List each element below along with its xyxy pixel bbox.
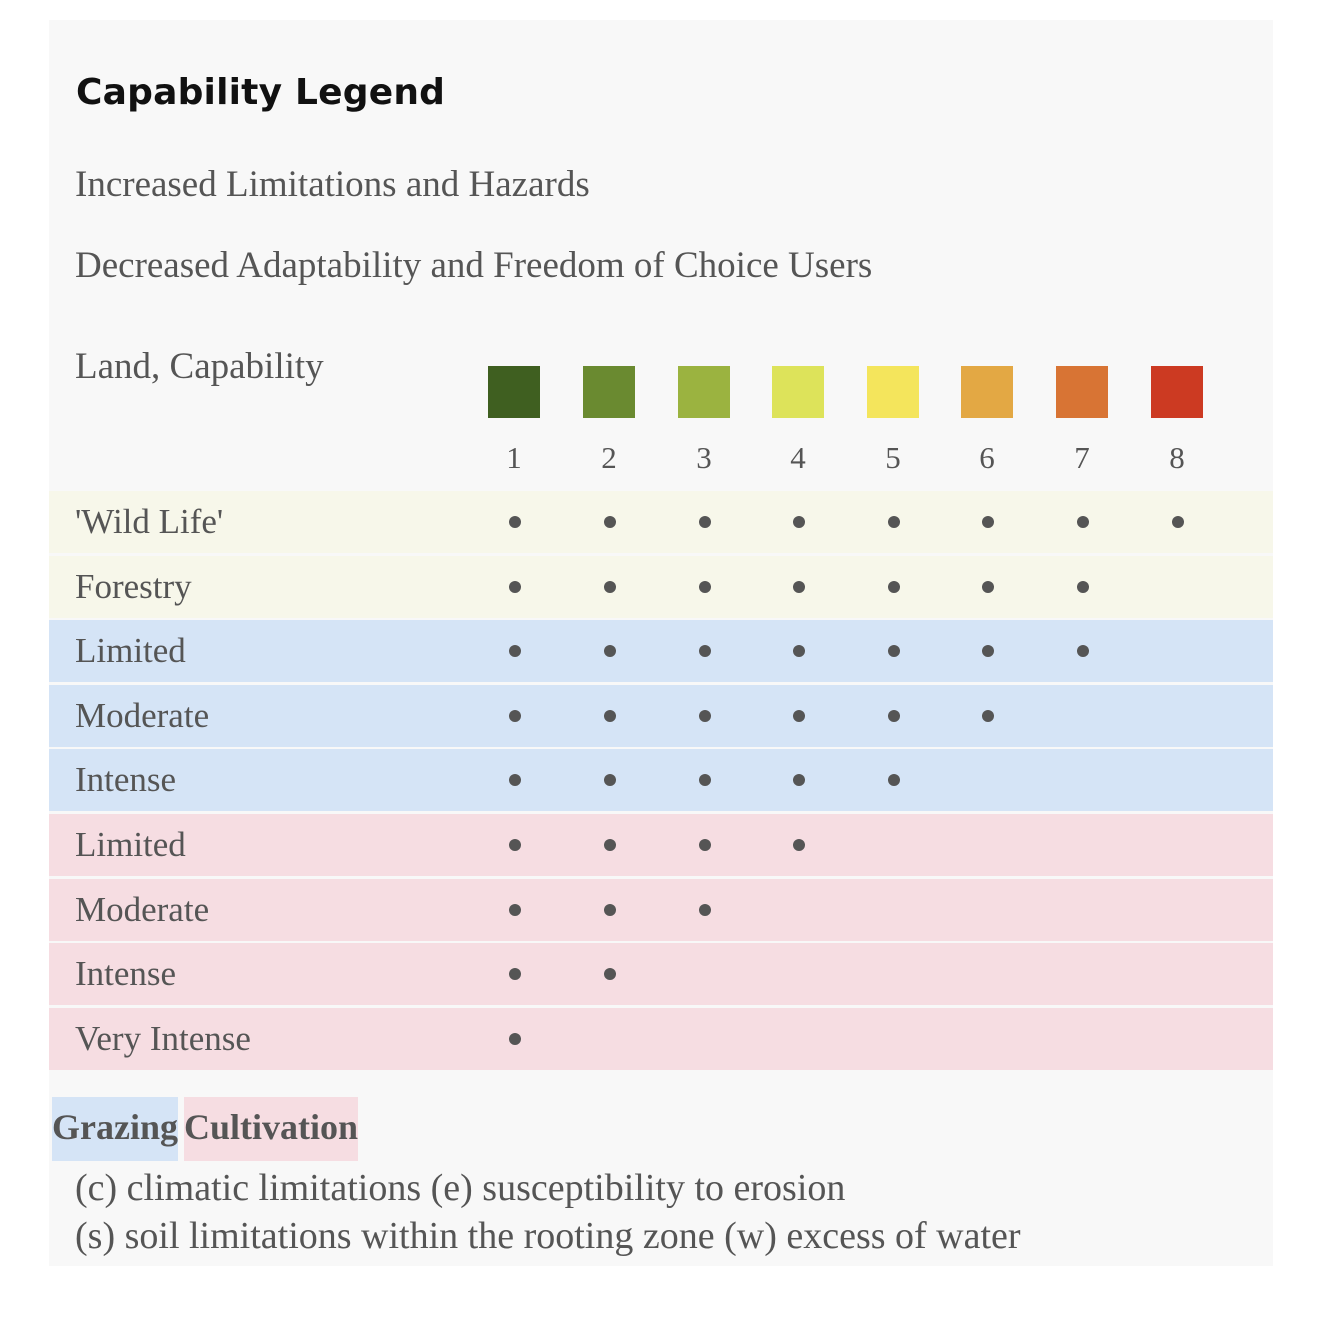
capability-dot: [604, 839, 616, 851]
class-7-swatch: [1056, 366, 1108, 418]
row-label: Intense: [75, 954, 177, 993]
capability-dot: [982, 710, 994, 722]
capability-dot: [509, 516, 521, 528]
capability-dot: [699, 581, 711, 593]
capability-dot: [509, 710, 521, 722]
capability-dot: [1172, 516, 1184, 528]
class-6-swatch: [961, 366, 1013, 418]
capability-dot: [604, 710, 616, 722]
class-7-label: 7: [1074, 440, 1090, 475]
capability-dot: [1077, 645, 1089, 657]
capability-dot: [1077, 516, 1089, 528]
capability-dot: [699, 516, 711, 528]
capability-dot: [604, 645, 616, 657]
capability-dot: [699, 904, 711, 916]
capability-dot: [1077, 581, 1089, 593]
capability-dot: [888, 581, 900, 593]
subtitle-adaptability: Decreased Adaptability and Freedom of Ch…: [75, 245, 873, 286]
capability-dot: [793, 516, 805, 528]
class-4-label: 4: [790, 440, 806, 475]
capability-dot: [509, 581, 521, 593]
class-8-swatch: [1151, 366, 1203, 418]
capability-dot: [604, 968, 616, 980]
legend-title: Capability Legend: [76, 72, 446, 113]
class-1-swatch: [488, 366, 540, 418]
capability-dot: [888, 645, 900, 657]
row-label: Intense: [75, 760, 177, 799]
capability-dot: [888, 516, 900, 528]
note-line-2: (s) soil limitations within the rooting …: [75, 1215, 1021, 1257]
row-label: Forestry: [75, 567, 192, 606]
capability-dot: [509, 645, 521, 657]
capability-dot: [509, 968, 521, 980]
class-6-label: 6: [979, 440, 995, 475]
table-row: Moderate: [49, 879, 1273, 941]
capability-dot: [699, 710, 711, 722]
legend-cultivation: Cultivation: [184, 1097, 358, 1161]
capability-dot: [793, 581, 805, 593]
row-label: Limited: [75, 825, 186, 864]
capability-dot: [509, 904, 521, 916]
capability-dot: [699, 774, 711, 786]
capability-dot: [888, 774, 900, 786]
capability-dot: [793, 774, 805, 786]
table-row: Limited: [49, 814, 1273, 876]
class-4-swatch: [772, 366, 824, 418]
capability-dot: [982, 516, 994, 528]
capability-dot: [604, 904, 616, 916]
class-5-swatch: [867, 366, 919, 418]
row-label: Limited: [75, 631, 186, 670]
capability-dot: [982, 581, 994, 593]
class-1-label: 1: [506, 440, 522, 475]
capability-dot: [888, 710, 900, 722]
table-row: Intense: [49, 749, 1273, 811]
row-label: Moderate: [75, 890, 210, 929]
capability-dot: [793, 645, 805, 657]
capability-dot: [982, 645, 994, 657]
capability-dot: [699, 645, 711, 657]
capability-dot: [604, 516, 616, 528]
table-row: Intense: [49, 943, 1273, 1005]
class-5-label: 5: [885, 440, 901, 475]
table-row: Forestry: [49, 556, 1273, 618]
subtitle-limitations: Increased Limitations and Hazards: [75, 164, 590, 205]
capability-dot: [793, 839, 805, 851]
table-row: Very Intense: [49, 1008, 1273, 1070]
legend-grazing: Grazing: [52, 1097, 178, 1161]
land-capability-label: Land, Capability: [75, 346, 324, 387]
class-2-swatch: [583, 366, 635, 418]
class-2-label: 2: [601, 440, 617, 475]
capability-dot: [509, 839, 521, 851]
capability-dot: [509, 774, 521, 786]
capability-dot: [509, 1033, 521, 1045]
row-label: Very Intense: [75, 1019, 251, 1058]
capability-dot: [604, 581, 616, 593]
table-row: 'Wild Life': [49, 491, 1273, 553]
table-row: Limited: [49, 620, 1273, 682]
capability-dot: [604, 774, 616, 786]
table-row: Moderate: [49, 685, 1273, 747]
class-8-label: 8: [1169, 440, 1185, 475]
capability-dot: [699, 839, 711, 851]
note-line-1: (c) climatic limitations (e) susceptibil…: [75, 1167, 846, 1209]
class-3-swatch: [678, 366, 730, 418]
row-label: 'Wild Life': [75, 502, 224, 541]
row-label: Moderate: [75, 696, 210, 735]
capability-dot: [793, 710, 805, 722]
class-3-label: 3: [696, 440, 712, 475]
